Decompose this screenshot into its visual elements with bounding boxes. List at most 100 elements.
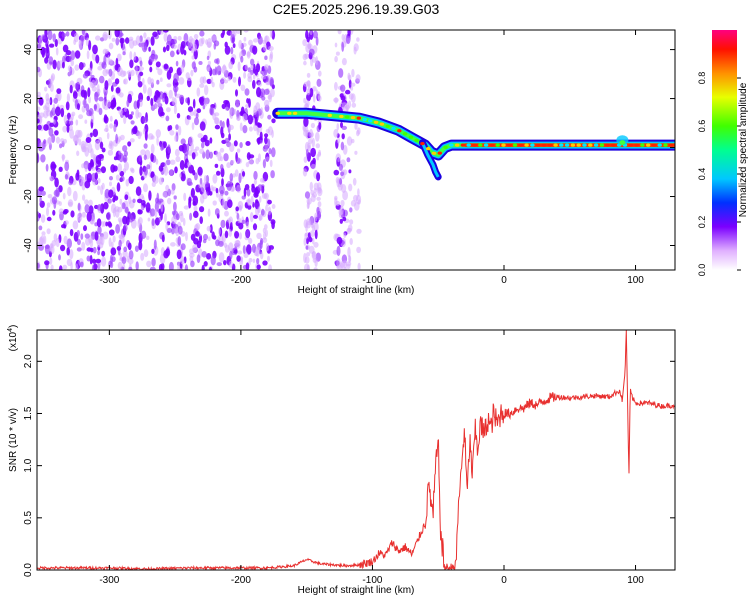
spectrogram-cell — [335, 51, 340, 56]
spectrogram-cell — [128, 36, 134, 41]
spectrogram-cell — [241, 171, 246, 177]
spectrogram-cell — [66, 238, 73, 249]
spectrogram-cell — [97, 225, 102, 235]
spectrogram-cell — [96, 84, 100, 93]
spectrogram-cell — [42, 34, 46, 40]
spectrogram-cell — [267, 255, 270, 262]
spectrogram-cell — [62, 264, 68, 270]
spectrogram-cell — [123, 150, 128, 157]
spectrogram-cell — [166, 107, 171, 113]
spectrogram-cell — [101, 61, 107, 70]
ridge-spot — [466, 143, 471, 147]
spectrogram-cell — [214, 208, 220, 216]
spectrogram-cell — [199, 148, 205, 155]
spectrogram-cell — [318, 70, 322, 77]
spectrogram-cell — [115, 224, 120, 234]
spectrogram-cell — [230, 159, 235, 165]
spectrogram-cell — [62, 192, 66, 200]
spectrogram-cell — [67, 186, 72, 197]
spectrogram-cell — [148, 161, 152, 172]
spectrogram-cell — [262, 260, 268, 266]
spectrogram-cell — [50, 161, 56, 172]
spectrogram-cell — [155, 91, 161, 97]
spectrogram-cell — [215, 188, 219, 194]
spectrogram-cell — [62, 44, 69, 53]
spectrogram-cell — [158, 216, 162, 222]
spectrogram-cell — [127, 242, 132, 251]
x-tick-label: 100 — [627, 575, 644, 586]
spectrogram-cell — [334, 195, 338, 201]
spectrogram-cell — [121, 256, 127, 265]
spectrogram-cell — [241, 195, 246, 200]
spectrogram-cell — [78, 138, 82, 146]
spectrogram-cell — [229, 222, 233, 231]
ridge-spot — [657, 143, 662, 147]
spectrogram-cell — [119, 170, 125, 177]
spectrogram-cell — [165, 115, 170, 122]
spectrogram-cell — [256, 87, 262, 98]
spectrogram-cell — [239, 142, 243, 149]
spectrogram-cell — [76, 230, 81, 237]
spectrogram-cell — [68, 67, 75, 76]
spectrogram-cell — [247, 72, 252, 79]
spectrogram-cell — [305, 245, 309, 250]
spectrogram-cell — [88, 199, 93, 207]
spectrogram-cell — [191, 122, 195, 131]
spectrogram-cell — [105, 99, 111, 108]
spectrogram-cell — [115, 87, 121, 94]
spectrogram-cell — [143, 249, 149, 258]
spectrogram-cell — [302, 53, 308, 61]
spectrogram-cell — [340, 121, 343, 128]
spectrogram-cell — [254, 69, 258, 76]
spectrogram-cell — [95, 155, 102, 165]
colorbar-tick-label: 0.4 — [697, 168, 707, 181]
spectrogram-cell — [174, 166, 178, 174]
spectrogram-cell — [46, 43, 49, 54]
spectrogram-cell — [229, 250, 233, 260]
ridge-spot — [443, 145, 448, 149]
spectrogram-cell — [231, 186, 235, 192]
spectrogram-cell — [208, 236, 211, 241]
spectrogram-cell — [148, 46, 151, 52]
spectrogram-cell — [223, 260, 227, 266]
spectrogram-cell — [244, 64, 249, 71]
spectrogram-cell — [303, 116, 309, 127]
spectrogram-cell — [198, 61, 203, 65]
spectrogram-cell — [263, 192, 269, 200]
spectrogram-cell — [122, 250, 128, 258]
spectrogram-cell — [84, 119, 88, 124]
spectrogram-cell — [63, 138, 67, 144]
spectrogram-cell — [86, 211, 92, 222]
spectrogram-cell — [313, 241, 319, 248]
spectrogram-cell — [162, 30, 169, 33]
ridge-spot — [431, 151, 437, 155]
spectrogram-cell — [76, 212, 83, 222]
spectrogram-cell — [100, 166, 106, 174]
x-tick-label: -100 — [362, 275, 382, 286]
spectrogram-cell — [93, 104, 97, 112]
ridge-spot — [402, 132, 408, 136]
spectrogram-cell — [174, 87, 177, 97]
spectrogram-cell — [221, 178, 224, 187]
ridge-spot — [478, 143, 483, 147]
spectrogram-cell — [138, 154, 143, 162]
spectrogram-cell — [151, 49, 156, 57]
spectrogram-cell — [91, 166, 96, 171]
spectrogram-cell — [348, 100, 352, 108]
spectrogram-cell — [264, 224, 268, 230]
spectrogram-cell — [230, 46, 234, 55]
spectrogram-cell — [350, 93, 356, 103]
spectrogram-cell — [166, 44, 170, 52]
spectrogram-cell — [223, 100, 229, 105]
spectrogram-cell — [336, 245, 341, 257]
spectrogram-cell — [120, 175, 125, 182]
spectrogram-cell — [150, 36, 155, 46]
spectrogram-cell — [74, 64, 80, 71]
spectrogram-cell — [257, 206, 261, 213]
ridge-spot — [605, 143, 610, 147]
spectrogram-cell — [140, 252, 145, 261]
spectrogram-cell — [69, 249, 74, 260]
spectrogram-cell — [256, 258, 260, 265]
spectrogram-cell — [170, 189, 175, 195]
